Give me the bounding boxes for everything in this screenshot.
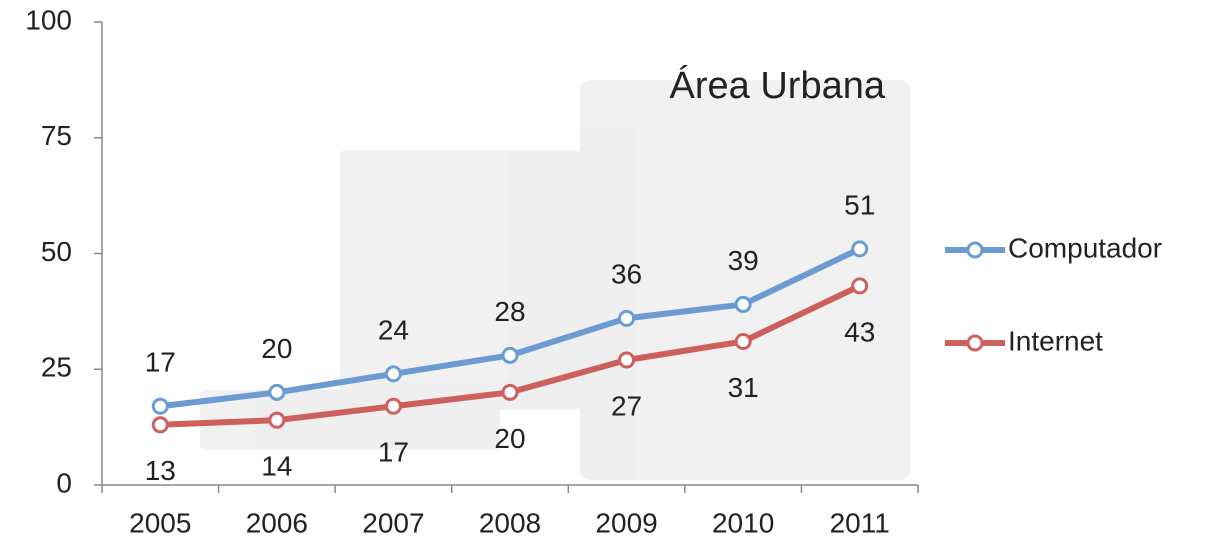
data-point: [386, 367, 400, 381]
legend-marker: [968, 243, 982, 257]
data-label: 28: [494, 296, 525, 327]
data-label: 43: [844, 316, 875, 347]
x-tick-label: 2009: [595, 507, 657, 538]
data-label: 51: [844, 189, 875, 220]
data-point: [620, 311, 634, 325]
data-point: [270, 385, 284, 399]
data-point: [503, 385, 517, 399]
data-point: [153, 399, 167, 413]
x-tick-label: 2007: [362, 507, 424, 538]
data-label: 20: [261, 333, 292, 364]
data-label: 31: [728, 372, 759, 403]
data-point: [503, 348, 517, 362]
y-tick-label: 25: [41, 352, 72, 383]
data-label: 17: [145, 347, 176, 378]
x-tick-label: 2011: [830, 507, 890, 538]
legend-label: Internet: [1008, 325, 1103, 356]
x-tick-label: 2008: [479, 507, 541, 538]
data-label: 36: [611, 259, 642, 290]
data-point: [853, 279, 867, 293]
data-point: [736, 297, 750, 311]
x-tick-label: 2010: [712, 507, 774, 538]
data-point: [736, 334, 750, 348]
data-label: 17: [378, 437, 409, 468]
data-point: [153, 418, 167, 432]
legend-label: Computador: [1008, 232, 1162, 263]
chart-title: Área Urbana: [670, 64, 886, 107]
x-tick-label: 2005: [129, 507, 191, 538]
data-point: [853, 242, 867, 256]
x-tick-label: 2006: [246, 507, 308, 538]
data-label: 39: [728, 245, 759, 276]
y-tick-label: 0: [56, 467, 72, 498]
data-label: 27: [611, 390, 642, 421]
data-point: [270, 413, 284, 427]
data-label: 24: [378, 314, 409, 345]
data-point: [386, 399, 400, 413]
y-tick-label: 50: [41, 236, 72, 267]
data-label: 13: [145, 455, 176, 486]
y-tick-label: 100: [25, 4, 72, 35]
data-point: [620, 353, 634, 367]
data-label: 14: [261, 451, 292, 482]
chart: Área Urbana 0 25 50 75 100 2005 2006 2007 2008 20…: [0, 0, 1217, 544]
data-label: 20: [494, 423, 525, 454]
legend-marker: [968, 336, 982, 350]
y-tick-label: 75: [41, 120, 72, 151]
background-decoration: [200, 80, 910, 480]
